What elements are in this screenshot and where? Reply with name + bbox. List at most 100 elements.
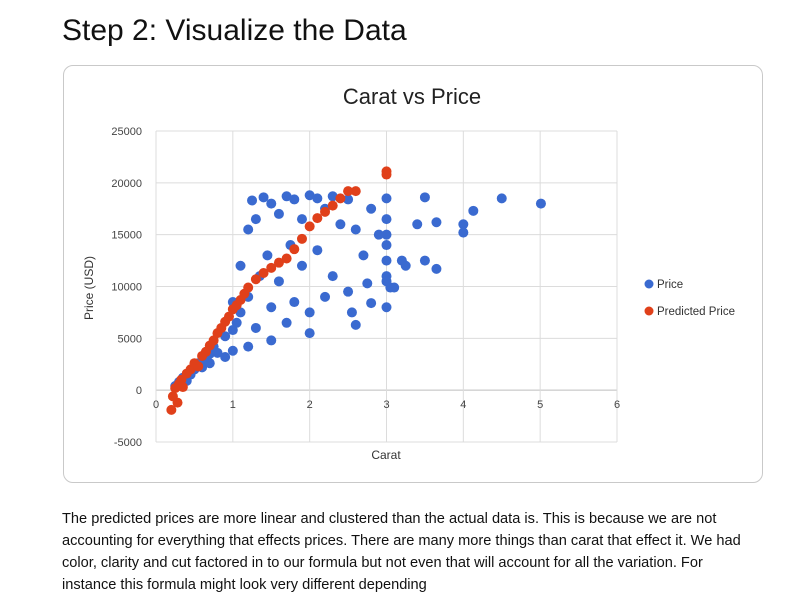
predicted-price-point <box>343 186 354 197</box>
price-point <box>381 302 392 313</box>
price-point <box>496 193 507 204</box>
x-tick-labels: 0 1 2 3 4 5 6 <box>153 399 620 411</box>
price-point <box>366 203 377 214</box>
legend: Price Predicted Price <box>644 279 735 318</box>
page-heading: Step 2: Visualize the Data <box>62 14 407 47</box>
price-point <box>458 227 469 238</box>
price-point <box>266 335 277 346</box>
x-tick-label: 4 <box>460 399 466 411</box>
price-point <box>381 240 392 251</box>
explanation-paragraph: The predicted prices are more linear and… <box>62 511 741 593</box>
price-point <box>431 263 442 274</box>
price-point <box>373 229 384 240</box>
predicted-price-point <box>350 186 361 197</box>
y-tick-label: 5000 <box>118 333 142 345</box>
price-point <box>227 345 238 356</box>
y-axis-label: Price (USD) <box>82 256 96 320</box>
price-point <box>258 192 269 203</box>
predicted-price-point <box>296 233 307 244</box>
price-point <box>335 219 346 230</box>
price-point <box>296 214 307 225</box>
predicted-price-point <box>281 253 292 264</box>
price-point <box>296 260 307 271</box>
x-tick-label: 2 <box>307 399 313 411</box>
price-point <box>458 219 469 230</box>
price-point <box>273 276 284 287</box>
price-point <box>262 250 273 261</box>
legend-marker <box>644 306 654 316</box>
x-tick-label: 0 <box>153 399 159 411</box>
price-point <box>304 307 315 318</box>
price-point <box>350 319 361 330</box>
price-point <box>381 229 392 240</box>
price-point <box>419 192 430 203</box>
price-point <box>235 260 246 271</box>
y-tick-label: 20000 <box>111 178 142 190</box>
price-point <box>468 205 479 216</box>
y-tick-label: 0 <box>136 385 142 397</box>
predicted-price-point <box>250 274 261 285</box>
x-tick-label: 6 <box>614 399 620 411</box>
price-point <box>400 260 411 271</box>
price-point <box>212 347 223 358</box>
price-point <box>327 191 338 202</box>
price-point <box>381 214 392 225</box>
price-point <box>381 193 392 204</box>
price-point <box>266 198 277 209</box>
price-point <box>327 271 338 282</box>
predicted-price-point <box>193 361 204 372</box>
predicted-price-point <box>258 268 269 279</box>
predicted-price-point <box>312 213 323 224</box>
price-point <box>281 317 292 328</box>
price-point <box>204 358 215 369</box>
predicted-price-point <box>381 166 392 177</box>
price-point <box>389 282 400 293</box>
data-points <box>166 166 546 415</box>
predicted-price-point <box>335 193 346 204</box>
price-point <box>312 193 323 204</box>
predicted-price-point <box>266 262 277 273</box>
price-point <box>381 255 392 266</box>
price-point <box>247 195 258 206</box>
chart-card: -5000 0 5000 10000 15000 20000 25000 0 1 2 3 4 5 6 C… <box>63 65 763 483</box>
y-tick-label: 25000 <box>111 126 142 138</box>
scatter-chart: -5000 0 5000 10000 15000 20000 25000 0 1 2 3 4 5 6 C… <box>82 84 735 462</box>
price-point <box>358 250 369 261</box>
price-point <box>362 278 373 289</box>
predicted-price-point <box>172 397 183 408</box>
predicted-price-point <box>177 382 188 393</box>
predicted-price-point <box>166 404 177 415</box>
legend-label: Predicted Price <box>657 306 735 318</box>
predicted-price-point <box>320 206 331 217</box>
price-point <box>350 224 361 235</box>
x-tick-label: 5 <box>537 399 543 411</box>
price-point <box>312 245 323 256</box>
predicted-price-point <box>289 244 300 255</box>
price-point <box>281 191 292 202</box>
price-point <box>231 317 242 328</box>
x-tick-label: 1 <box>230 399 236 411</box>
legend-label: Price <box>657 279 683 291</box>
price-point <box>220 331 231 342</box>
legend-marker <box>644 279 654 289</box>
price-point <box>243 224 254 235</box>
price-point <box>289 194 300 205</box>
price-point <box>366 298 377 309</box>
y-tick-labels: -5000 0 5000 10000 15000 20000 25000 <box>111 126 142 449</box>
price-point <box>220 351 231 362</box>
chart-title: Carat vs Price <box>343 84 481 109</box>
predicted-price-point <box>327 200 338 211</box>
x-tick-label: 3 <box>383 399 389 411</box>
price-point <box>431 217 442 228</box>
price-point <box>289 297 300 308</box>
price-point <box>346 307 357 318</box>
price-point <box>266 302 277 313</box>
price-point <box>343 286 354 297</box>
price-point <box>250 322 261 333</box>
predicted-price-point <box>304 221 315 232</box>
predicted-price-point <box>243 282 254 293</box>
price-point <box>250 214 261 225</box>
price-point <box>343 194 354 205</box>
price-point <box>304 328 315 339</box>
price-point <box>273 208 284 219</box>
